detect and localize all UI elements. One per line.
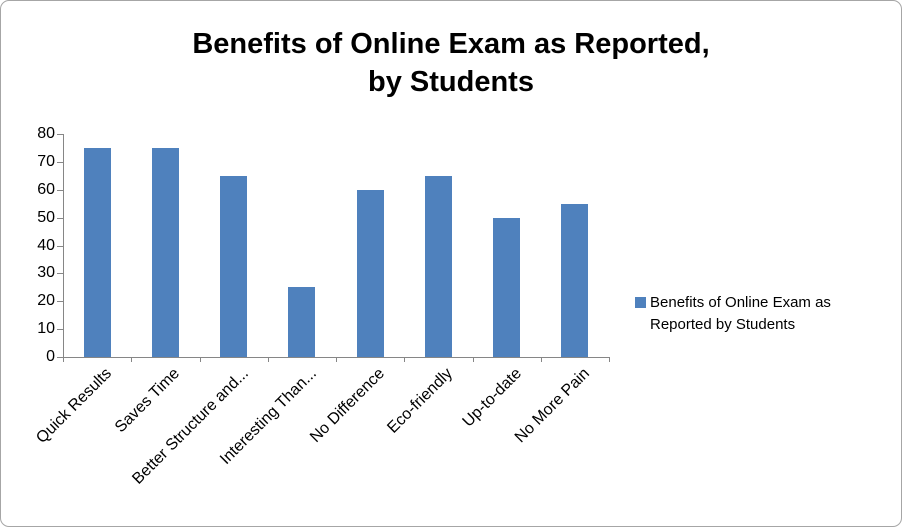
legend: Benefits of Online Exam as Reported by S… — [635, 292, 891, 336]
bar-quick-results — [83, 147, 111, 357]
y-tick-label: 0 — [46, 348, 55, 365]
y-tick-label: 20 — [37, 292, 55, 310]
bar-up-to-date — [493, 217, 521, 357]
x-tick-mark — [540, 358, 542, 362]
bar-no-more-pain — [561, 203, 589, 357]
legend-label: Benefits of Online Exam as Reported by S… — [650, 294, 831, 333]
x-tick-mark — [267, 358, 269, 362]
y-tick-mark — [57, 161, 63, 163]
bar-better-structure-and — [220, 175, 248, 357]
x-tick-mark — [472, 358, 474, 362]
bar-interesting-than — [288, 287, 316, 357]
y-tick-mark — [57, 189, 63, 191]
x-tick-mark — [609, 358, 610, 362]
y-tick-label: 50 — [37, 208, 55, 226]
bar-no-difference — [356, 189, 384, 357]
bar-saves-time — [151, 147, 179, 357]
x-tick-mark — [336, 358, 337, 362]
y-tick-mark — [57, 273, 63, 275]
y-tick-label: 60 — [37, 180, 55, 198]
bar-eco-friendly — [424, 175, 452, 357]
y-tick-mark — [57, 357, 63, 358]
x-tick-mark — [199, 358, 201, 362]
y-axis-line — [63, 134, 64, 358]
y-tick-mark — [57, 245, 63, 247]
legend-swatch-icon — [635, 297, 646, 308]
x-tick-mark — [404, 358, 406, 362]
y-tick-label: 70 — [37, 152, 55, 170]
x-tick-mark — [131, 358, 133, 362]
y-tick-mark — [57, 217, 63, 219]
y-tick-label: 80 — [37, 125, 55, 142]
y-tick-label: 10 — [37, 320, 55, 338]
y-tick-mark — [57, 329, 63, 331]
y-tick-label: 30 — [37, 264, 55, 282]
y-tick-label: 40 — [37, 236, 55, 254]
x-tick-mark — [63, 358, 64, 362]
x-axis-line — [63, 357, 610, 358]
y-tick-mark — [57, 134, 63, 135]
y-tick-mark — [57, 301, 63, 303]
chart-title: Benefits of Online Exam as Reported, by … — [192, 28, 710, 98]
